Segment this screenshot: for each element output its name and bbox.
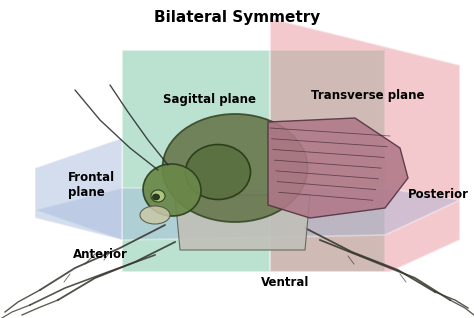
Polygon shape xyxy=(175,195,310,250)
Text: Frontal
plane: Frontal plane xyxy=(68,171,115,199)
Ellipse shape xyxy=(185,144,250,199)
Polygon shape xyxy=(35,188,460,240)
Ellipse shape xyxy=(143,164,201,216)
Text: Sagittal plane: Sagittal plane xyxy=(164,93,256,107)
Text: Ventral: Ventral xyxy=(261,276,309,289)
Polygon shape xyxy=(268,118,408,218)
Ellipse shape xyxy=(140,206,170,224)
Polygon shape xyxy=(270,18,460,272)
Text: Bilateral Symmetry: Bilateral Symmetry xyxy=(154,10,320,25)
Polygon shape xyxy=(35,138,122,240)
Text: Posterior: Posterior xyxy=(408,189,468,202)
Text: Transverse plane: Transverse plane xyxy=(311,88,425,101)
Polygon shape xyxy=(122,50,385,272)
Text: Anterior: Anterior xyxy=(73,248,128,261)
Ellipse shape xyxy=(163,114,308,222)
Ellipse shape xyxy=(153,194,159,200)
Ellipse shape xyxy=(151,190,165,202)
